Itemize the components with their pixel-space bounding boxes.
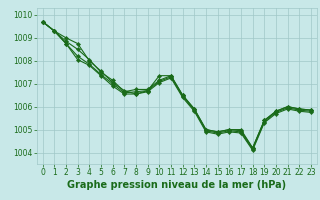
X-axis label: Graphe pression niveau de la mer (hPa): Graphe pression niveau de la mer (hPa) bbox=[67, 180, 286, 190]
